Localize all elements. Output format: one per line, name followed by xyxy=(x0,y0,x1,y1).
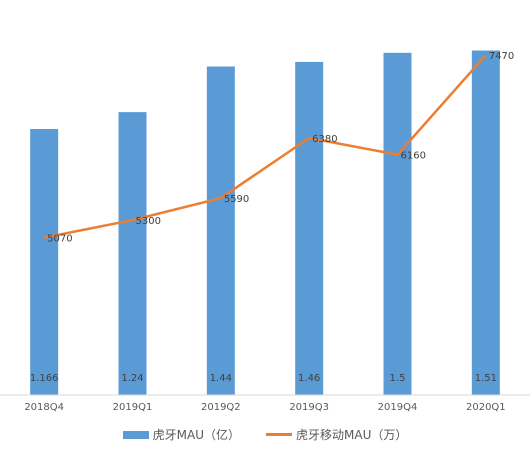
x-tick-label: 2019Q3 xyxy=(289,402,329,413)
bar-value-label: 1.166 xyxy=(30,373,59,384)
x-tick-label: 2019Q2 xyxy=(201,402,241,413)
bar-value-label: 1.46 xyxy=(298,373,320,384)
line-label-group: 5070 5300 5590 6380 6160 7470 xyxy=(47,51,514,245)
legend-bar-label: 虎牙MAU（亿） xyxy=(152,428,240,442)
bar-value-label: 1.24 xyxy=(121,373,143,384)
bar xyxy=(206,66,235,395)
legend-bar-swatch xyxy=(122,430,149,439)
legend-line-label: 虎牙移动MAU（万） xyxy=(296,428,408,442)
bar-value-label: 1.51 xyxy=(475,373,497,384)
legend-item-line: 虎牙移动MAU（万） xyxy=(266,426,407,443)
legend: 虎牙MAU（亿） 虎牙移动MAU（万） xyxy=(0,426,530,443)
line-value-label: 5590 xyxy=(224,194,249,205)
x-tick-label: 2019Q1 xyxy=(113,402,153,413)
bar xyxy=(30,129,59,395)
line-value-label: 7470 xyxy=(489,51,514,62)
bar-label-group: 1.166 1.24 1.44 1.46 1.5 1.51 xyxy=(30,373,497,384)
line-value-label: 5300 xyxy=(136,216,161,227)
bar xyxy=(118,112,147,395)
legend-line-swatch xyxy=(266,433,292,436)
bar-value-label: 1.44 xyxy=(210,373,232,384)
line-value-label: 6380 xyxy=(312,134,337,145)
bar-series xyxy=(30,50,500,395)
bar xyxy=(471,50,500,395)
bar-value-label: 1.5 xyxy=(390,373,406,384)
x-tick-label: 2019Q4 xyxy=(378,402,418,413)
x-tick-label: 2018Q4 xyxy=(24,402,64,413)
bar xyxy=(295,61,324,395)
line-value-label: 6160 xyxy=(401,151,426,162)
line-path xyxy=(43,54,487,239)
line-series xyxy=(43,54,487,239)
legend-item-bar: 虎牙MAU（亿） xyxy=(122,426,240,443)
x-tick-label: 2020Q1 xyxy=(466,402,506,413)
bar xyxy=(383,52,412,395)
x-tick-labels: 2018Q4 2019Q1 2019Q2 2019Q3 2019Q4 2020Q1 xyxy=(24,402,505,413)
line-value-label: 5070 xyxy=(47,234,72,245)
